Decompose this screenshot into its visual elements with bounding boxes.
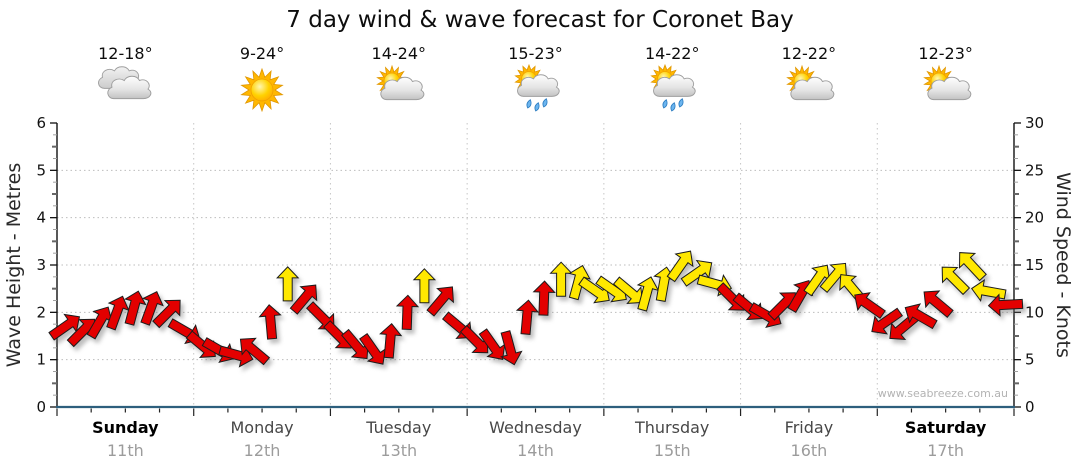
right-tick-label: 30 [1025,114,1044,132]
wind-arrow [987,293,1024,317]
wind-arrow [532,280,556,316]
partly-cloudy-icon [375,64,425,101]
wind-arrow [941,266,971,296]
wind-arrow [426,286,454,317]
left-tick-label: 4 [36,209,46,227]
right-tick-label: 15 [1025,256,1044,274]
wind-arrow [959,252,987,282]
wind-arrows-layer [48,250,1024,368]
wind-arrow [289,284,318,315]
showers-icon [513,63,560,112]
weather-icon-box [371,64,427,112]
right-tick-label: 0 [1025,398,1035,416]
wind-arrow [666,250,694,283]
wind-arrow [515,299,540,335]
temperature-range: 15-23° [508,44,563,63]
showers-icon [650,63,696,112]
weather-icon-box [644,63,700,112]
wind-arrow [904,303,938,330]
weather-icon-box [234,64,290,113]
wind-arrow [106,295,130,331]
day-label-thursday: Thursday [635,418,710,437]
wind-arrow [500,330,523,366]
wind-arrow [478,328,506,361]
wind-arrow [48,313,81,341]
right-tick-label: 20 [1025,209,1044,227]
wind-arrow [803,264,831,297]
date-label: 11th [106,441,144,460]
right-tick-label: 5 [1025,351,1035,369]
temperature-range: 12-23° [918,44,973,63]
sunny-icon [240,67,284,113]
right-tick-label: 10 [1025,303,1044,321]
cloudy-icon [98,66,152,100]
date-label: 16th [790,441,828,460]
date-label: 12th [243,441,281,460]
day-label-tuesday: Tuesday [366,418,432,437]
weather-icon-box [781,64,837,112]
wind-arrow [258,304,282,340]
wind-arrow [854,292,886,319]
temperature-range: 12-18° [98,44,153,63]
weather-icon-box [97,64,153,112]
wind-arrow [871,307,904,335]
wind-arrow [239,337,271,366]
temperature-range: 12-22° [781,44,837,63]
day-label-wednesday: Wednesday [489,418,582,437]
wind-arrow [923,290,954,318]
wave-height-axis-label: Wave Height - Metres [3,162,25,368]
day-label-monday: Monday [230,418,294,437]
wind-speed-axis-label: Wind Speed - Knots [1052,172,1074,358]
wind-arrow [636,276,660,312]
wind-arrow [578,276,610,304]
wind-arrow [152,299,181,329]
wind-arrow [140,290,164,326]
wind-arrow [124,290,147,326]
left-tick-label: 0 [36,398,46,416]
wind-arrow [379,323,403,359]
left-tick-label: 5 [36,161,46,179]
left-tick-label: 2 [36,303,46,321]
day-label-saturday: Saturday [904,418,987,437]
temperature-range: 9-24° [239,44,285,63]
date-label: 17th [927,441,965,460]
wind-arrow [412,268,437,304]
left-tick-label: 3 [36,256,46,274]
date-label: 15th [653,441,691,460]
left-tick-label: 1 [36,351,46,369]
wind-arrow [276,266,300,302]
date-label: 13th [380,441,418,460]
wind-arrow [680,259,713,287]
page-title: 7 day wind & wave forecast for Coronet B… [286,7,794,33]
wind-arrow [359,332,386,365]
weather-icon-box [918,64,974,112]
date-label: 14th [517,441,554,460]
watermark: www.seabreeze.com.au [877,387,1008,400]
weather-icon-box [508,63,564,112]
wind-arrow [395,294,420,330]
right-tick-label: 25 [1025,161,1044,179]
day-label-sunday: Sunday [92,418,159,437]
wind-arrow [612,276,644,304]
wind-arrow [819,262,848,294]
day-label-friday: Friday [784,418,834,437]
temperature-range: 14-22° [644,44,700,63]
wind-arrow [341,328,369,360]
left-tick-label: 6 [36,114,46,132]
partly-cloudy-icon [786,64,835,101]
wind-arrow [549,261,573,297]
temperature-range: 14-24° [371,44,427,63]
wind-arrow [86,306,113,340]
partly-cloudy-icon [922,64,971,101]
